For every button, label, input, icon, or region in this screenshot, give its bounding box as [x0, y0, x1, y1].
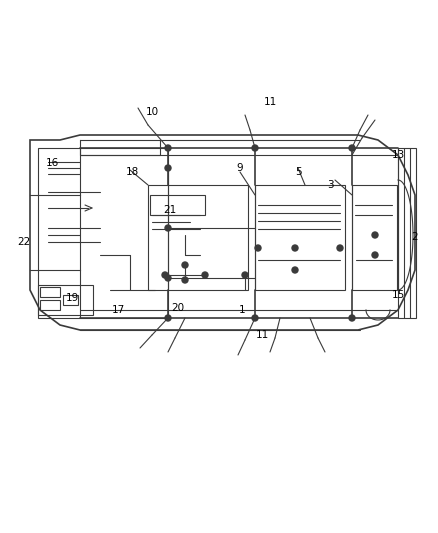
Text: 19: 19 [65, 293, 79, 303]
Bar [40, 287, 60, 297]
Circle shape [162, 272, 168, 278]
Text: 15: 15 [392, 290, 405, 300]
Bar [398, 148, 416, 318]
Circle shape [349, 315, 355, 321]
Circle shape [337, 245, 343, 251]
Circle shape [165, 315, 171, 321]
Circle shape [242, 272, 248, 278]
Text: 22: 22 [18, 237, 31, 247]
Text: 16: 16 [46, 158, 59, 168]
Bar [352, 185, 397, 290]
Circle shape [182, 277, 188, 283]
Circle shape [292, 267, 298, 273]
Text: 20: 20 [171, 303, 184, 313]
Text: 3: 3 [327, 180, 333, 190]
Circle shape [252, 315, 258, 321]
Circle shape [252, 145, 258, 151]
Bar [40, 300, 60, 310]
Text: 21: 21 [163, 205, 177, 215]
Circle shape [165, 225, 171, 231]
Circle shape [349, 145, 355, 151]
Bar [148, 185, 248, 290]
Text: 1: 1 [239, 305, 245, 315]
Text: 9: 9 [237, 163, 244, 173]
Text: 11: 11 [263, 97, 277, 107]
Circle shape [292, 245, 298, 251]
Circle shape [165, 145, 171, 151]
Bar [63, 295, 78, 305]
Bar [150, 195, 205, 215]
Circle shape [255, 245, 261, 251]
Text: 18: 18 [125, 167, 138, 177]
Text: 2: 2 [412, 232, 418, 242]
Bar [38, 148, 168, 318]
Circle shape [182, 262, 188, 268]
Text: 13: 13 [392, 150, 405, 160]
Circle shape [165, 165, 171, 171]
Bar [255, 185, 345, 290]
Circle shape [202, 272, 208, 278]
Circle shape [372, 252, 378, 258]
Text: 17: 17 [111, 305, 125, 315]
Text: 5: 5 [295, 167, 301, 177]
Text: 11: 11 [255, 330, 268, 340]
Circle shape [165, 275, 171, 281]
Text: 10: 10 [145, 107, 159, 117]
Circle shape [372, 232, 378, 238]
Polygon shape [30, 135, 415, 330]
Bar [38, 285, 93, 315]
